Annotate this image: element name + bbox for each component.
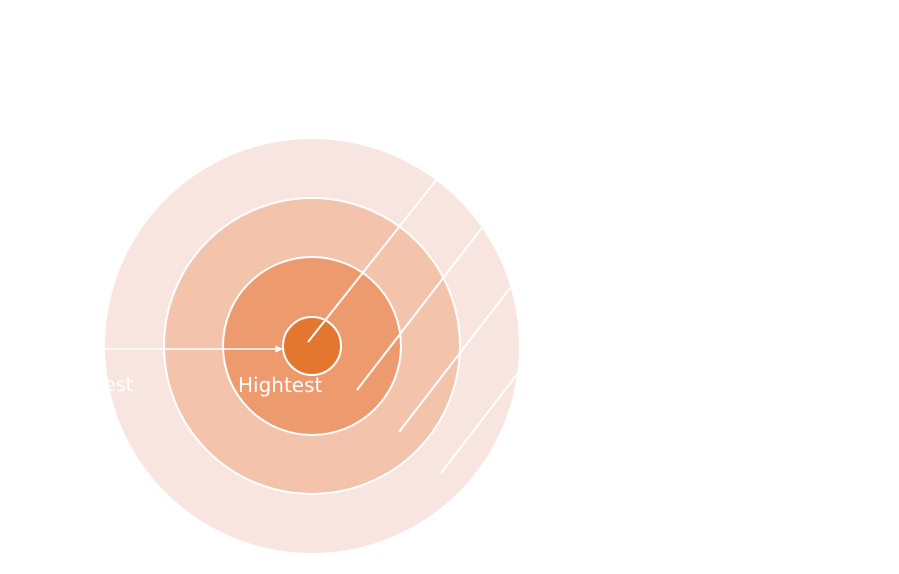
leader-line-4 — [440, 354, 519, 474]
leader-lines — [307, 168, 519, 474]
leader-line-3 — [398, 269, 519, 433]
clipped-left-label: est — [104, 374, 133, 396]
leader-line-1 — [307, 168, 446, 343]
center-label: Hightest — [238, 373, 323, 397]
leader-line-2 — [356, 211, 495, 391]
core-circle — [282, 316, 342, 376]
